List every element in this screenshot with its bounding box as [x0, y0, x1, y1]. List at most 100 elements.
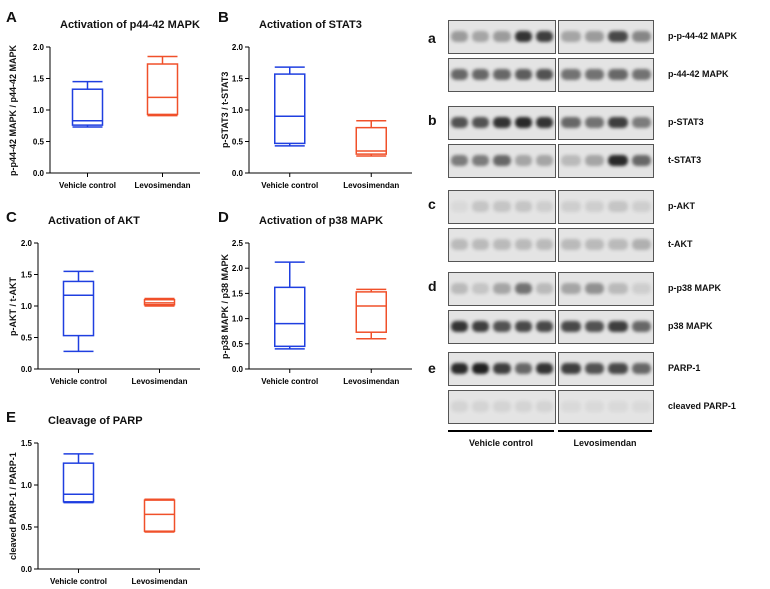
blot-band [493, 31, 511, 42]
blot-protein-label: p-STAT3 [668, 117, 704, 127]
blot-band [631, 239, 651, 250]
blot-band [561, 239, 581, 250]
iqr-box [355, 291, 387, 333]
box-vehicle-control [62, 453, 95, 504]
blot-band [472, 117, 490, 128]
box-plot-svg: 0.0 0.5 1.0 1.5 2.0 Vehicle control Levosimend… [33, 43, 200, 190]
blot-band [472, 69, 490, 80]
blot-strip [558, 310, 654, 344]
blot-row-letter: d [428, 278, 437, 294]
chart-panel-D: D Activation of p38 MAPK p-p38 MAPK / p38 … [218, 205, 422, 390]
blot-band [493, 363, 511, 374]
panel-letter: B [218, 9, 229, 26]
blot-band [561, 117, 581, 128]
box-plot-svg: 0.0 0.5 1.0 1.5 2.0 2.5 Vehicle control Levosim… [232, 239, 412, 386]
blot-band [493, 117, 511, 128]
x-tick-label: Levosimendan [134, 181, 190, 190]
blot-band [493, 401, 511, 412]
blot-strip [558, 390, 654, 424]
blot-band [561, 321, 581, 332]
blot-strip [448, 190, 556, 224]
blot-strip [448, 352, 556, 386]
blot-strip [558, 190, 654, 224]
blot-band [451, 321, 469, 332]
blot-band [535, 69, 553, 80]
blot-group-label: Vehicle control [469, 438, 534, 448]
blot-band [472, 31, 490, 42]
panel-letter: C [6, 209, 17, 226]
blot-strip [448, 20, 556, 54]
blot-band [584, 117, 604, 128]
blot-band [535, 201, 553, 212]
box-levosimendan [355, 288, 387, 340]
x-tick-label: Levosimendan [131, 577, 187, 586]
blot-band [535, 283, 553, 294]
blot-band [493, 201, 511, 212]
blot-strip [448, 144, 556, 178]
y-tick-label: 2.0 [21, 239, 33, 248]
blot-protein-label: p-AKT [668, 201, 695, 211]
box-vehicle-control [274, 261, 306, 350]
blot-band [535, 155, 553, 166]
blot-band [493, 239, 511, 250]
x-tick-label: Levosimendan [131, 377, 187, 386]
y-tick-label: 1.5 [232, 75, 244, 84]
blot-band [472, 155, 490, 166]
blot-band [561, 401, 581, 412]
blot-band [535, 239, 553, 250]
chart-title: Activation of p38 MAPK [259, 215, 384, 227]
blot-band [451, 401, 469, 412]
blot-band [561, 283, 581, 294]
blot-protein-label: t-STAT3 [668, 155, 702, 165]
y-tick-label: 1.0 [232, 315, 244, 324]
y-tick-label: 1.0 [21, 302, 33, 311]
blot-band [535, 31, 553, 42]
chart-title: Cleavage of PARP [48, 415, 143, 427]
blot-band [561, 69, 581, 80]
blot-strip [448, 106, 556, 140]
blot-band [608, 117, 628, 128]
iqr-box [355, 126, 387, 155]
chart-panel-A: A Activation of p44-42 MAPK p-p44-42 MAPK … [6, 5, 210, 195]
y-tick-label: 0.5 [21, 523, 33, 532]
chart-panel-B: B Activation of STAT3 p-STAT3 / t-STAT3 0.0… [218, 5, 422, 195]
blot-band [584, 401, 604, 412]
blot-band [584, 363, 604, 374]
y-tick-label: 1.5 [21, 271, 33, 280]
blot-band [584, 69, 604, 80]
blot-band [472, 401, 490, 412]
blot-band [561, 155, 581, 166]
blot-row-letter: c [428, 196, 436, 212]
blot-band [472, 363, 490, 374]
box-vehicle-control [274, 66, 306, 147]
box-levosimendan [146, 55, 179, 117]
blot-strip [558, 144, 654, 178]
blot-protein-label: PARP-1 [668, 363, 701, 373]
chart-title: Activation of STAT3 [259, 19, 362, 31]
blot-band [472, 283, 490, 294]
x-tick-label: Vehicle control [50, 377, 107, 386]
blot-band [451, 283, 469, 294]
blot-band [472, 321, 490, 332]
blot-band [472, 239, 490, 250]
blot-band [451, 363, 469, 374]
blot-band [631, 31, 651, 42]
box-levosimendan [143, 498, 176, 533]
blot-band [451, 239, 469, 250]
blot-band [451, 31, 469, 42]
box-plot-svg: 0.0 0.5 1.0 1.5 2.0 Vehicle control Levosimend… [232, 43, 412, 190]
blot-band [514, 401, 532, 412]
y-tick-label: 0.5 [21, 334, 33, 343]
blot-band [561, 31, 581, 42]
blot-band [608, 201, 628, 212]
y-tick-label: 1.5 [232, 289, 244, 298]
blot-band [514, 283, 532, 294]
blot-band [584, 155, 604, 166]
y-tick-label: 0.5 [232, 340, 244, 349]
blot-band [631, 69, 651, 80]
blot-band [451, 69, 469, 80]
x-tick-label: Vehicle control [59, 181, 116, 190]
blot-strip [558, 228, 654, 262]
y-tick-label: 1.0 [21, 481, 33, 490]
blot-strip [448, 272, 556, 306]
